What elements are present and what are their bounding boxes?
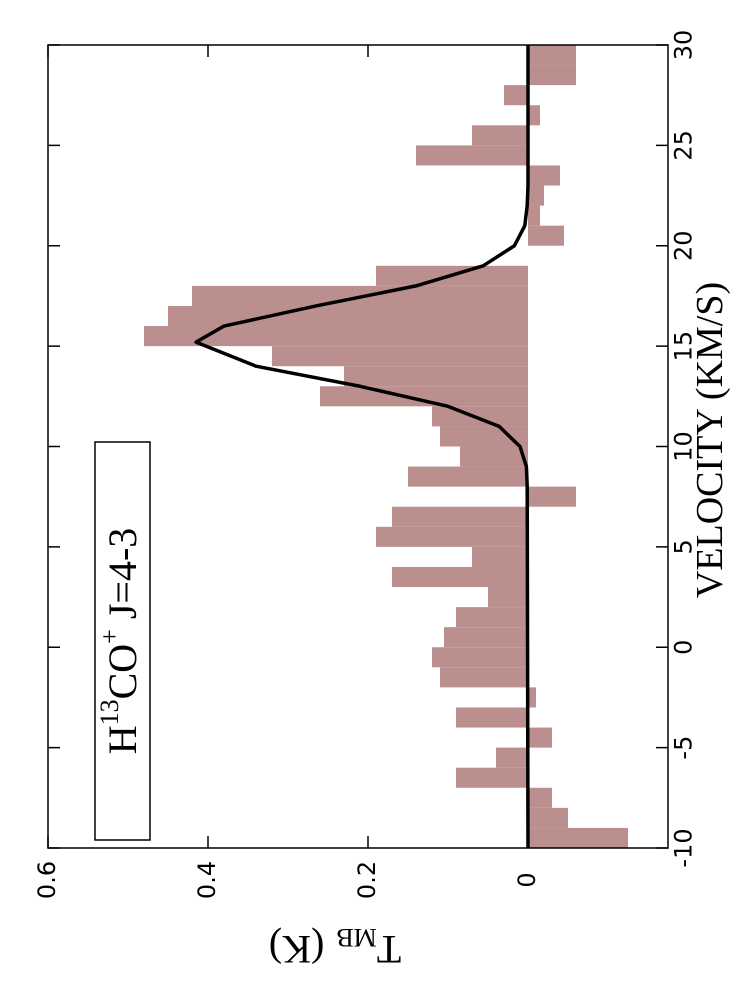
x-tick-label: 0: [670, 640, 698, 655]
plot-area: -10 -5 0 5 10 15 20 25 30 0 0.2 0.4 0.6: [33, 30, 698, 899]
histogram-bar: [168, 305, 528, 327]
histogram-bar: [528, 687, 536, 708]
annotation: H13CO+ J=4-3: [95, 528, 145, 755]
histogram-bar: [528, 827, 628, 848]
x-tick-label: 5: [670, 539, 698, 554]
y-tick-label: 0.4: [193, 861, 221, 899]
histogram-bar: [528, 65, 576, 86]
x-tick-label: 15: [670, 331, 698, 362]
x-tick-label: 20: [670, 230, 698, 261]
histogram-bar: [460, 446, 528, 467]
y-axis-title: TMB (K): [269, 923, 401, 972]
x-tick-label: 30: [670, 30, 698, 61]
y-title-unit: (K): [269, 927, 325, 972]
y-tick-label: 0.2: [353, 861, 381, 899]
x-tick-label: -5: [670, 736, 698, 760]
annotation-part: J=4-3: [100, 528, 145, 619]
histogram-bar: [408, 466, 528, 487]
y-tick-label: 0: [513, 872, 541, 887]
histogram-bar: [392, 566, 528, 588]
annotation-part: CO: [100, 644, 145, 700]
histogram-bar: [144, 326, 528, 347]
annotation-sup: +: [95, 629, 124, 644]
histogram-bar: [528, 185, 544, 206]
histogram-bar: [272, 346, 528, 367]
histogram-bar: [528, 105, 540, 126]
histogram-bar: [528, 165, 560, 186]
annotation-box: [94, 441, 151, 841]
histogram-bar: [320, 386, 528, 407]
fit-line: [194, 45, 530, 849]
histogram-bar: [528, 486, 576, 507]
histogram-bar: [432, 647, 528, 668]
histogram-bar: [440, 667, 528, 688]
histogram-bar: [528, 225, 564, 246]
x-tick-label: -10: [670, 828, 698, 867]
histogram-bar: [528, 205, 540, 226]
y-tick-label: 0.6: [33, 861, 61, 899]
histogram-bar: [344, 366, 528, 387]
histogram-bar: [456, 607, 528, 628]
histogram-bar: [488, 587, 528, 608]
histogram-bar: [528, 807, 568, 828]
histogram-bar: [528, 787, 552, 808]
histogram-bar: [496, 747, 528, 768]
histogram-bar: [456, 767, 528, 788]
annotation-part: H: [100, 725, 145, 754]
histogram-bar: [456, 707, 528, 728]
histogram-bar: [504, 85, 528, 106]
histogram-bar: [432, 406, 528, 427]
histogram-bar: [392, 506, 528, 527]
annotation-sup: 13: [95, 699, 124, 725]
histogram-bar: [472, 546, 528, 567]
histogram-bar: [472, 125, 528, 146]
histogram-bar: [376, 526, 528, 547]
x-axis-title: VELOCITY (KM/S): [689, 282, 731, 598]
histogram-bar: [444, 627, 528, 648]
y-title-symbol: T: [377, 927, 401, 972]
histogram-bar: [528, 727, 552, 748]
x-tick-label: 25: [670, 130, 698, 161]
y-title-subscript: MB: [336, 923, 376, 952]
histogram-bar: [416, 145, 528, 166]
histogram-bar: [528, 45, 576, 66]
x-tick-label: 10: [670, 431, 698, 462]
